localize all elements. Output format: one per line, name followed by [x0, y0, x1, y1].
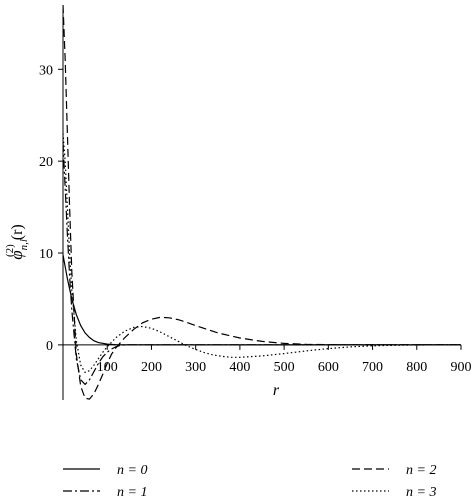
y-axis-label: φn,l(2) (r) [4, 224, 30, 260]
y-axis-label-sup: (2) [4, 244, 16, 257]
tick-labels: 100 200 300 400 500 600 700 800 900 0 10 20 30 [39, 63, 472, 375]
x-tick-label: 500 [274, 360, 295, 375]
legend-label-3: n = 3 [406, 485, 436, 500]
legend-label-0: n = 0 [117, 463, 147, 478]
y-tick-label: 10 [39, 247, 53, 262]
axes [58, 5, 462, 400]
svg-text:φn,l(2)(r): φn,l(2) (r) [4, 224, 30, 260]
series-line-3 [63, 133, 461, 374]
x-tick-label: 200 [141, 360, 162, 375]
y-axis-label-base: φ [7, 250, 26, 259]
x-tick-label: 400 [229, 360, 250, 375]
x-tick-label: 100 [97, 360, 118, 375]
y-tick-label: 20 [39, 155, 53, 170]
x-tick-label: 600 [318, 360, 339, 375]
x-tick-label: 700 [362, 360, 383, 375]
y-tick-label: 0 [46, 339, 53, 354]
plot-area [63, 5, 461, 400]
legend-label-1: n = 1 [117, 485, 147, 500]
x-tick-label: 800 [406, 360, 427, 375]
x-tick-label: 300 [185, 360, 206, 375]
x-tick-label: 900 [451, 360, 472, 375]
y-axis-label-arg: (r) [9, 224, 26, 240]
legend: n = 0 n = 2 n = 1 n = 3 [63, 463, 436, 500]
legend-label-2: n = 2 [406, 463, 436, 478]
series-line-2 [63, 5, 461, 400]
y-axis-label-sub: n,l [18, 239, 30, 250]
series-line-1 [63, 142, 461, 386]
y-tick-label: 30 [39, 63, 53, 78]
x-axis-label: r [273, 382, 280, 399]
series-line-0 [63, 254, 461, 346]
